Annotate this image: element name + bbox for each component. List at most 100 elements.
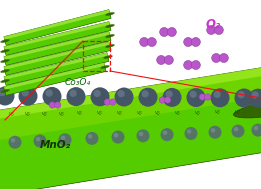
Ellipse shape <box>1 40 9 43</box>
Circle shape <box>137 129 150 142</box>
Circle shape <box>49 102 56 108</box>
Text: MnO₂: MnO₂ <box>39 140 70 150</box>
Circle shape <box>93 90 101 97</box>
Circle shape <box>211 88 229 107</box>
Polygon shape <box>4 10 111 45</box>
Polygon shape <box>0 67 261 189</box>
Circle shape <box>248 89 261 108</box>
Text: $V_O^\bullet$: $V_O^\bullet$ <box>58 111 66 119</box>
Circle shape <box>117 90 125 97</box>
Ellipse shape <box>104 56 112 59</box>
Polygon shape <box>4 63 105 90</box>
Circle shape <box>139 132 143 136</box>
Circle shape <box>91 87 110 106</box>
Text: $V_O^\bullet$: $V_O^\bullet$ <box>76 110 84 118</box>
Polygon shape <box>5 26 111 55</box>
Ellipse shape <box>1 60 9 63</box>
Circle shape <box>159 97 165 103</box>
Circle shape <box>254 126 258 130</box>
Text: $V_O^\bullet$: $V_O^\bullet$ <box>154 110 162 118</box>
Circle shape <box>211 128 215 132</box>
Circle shape <box>67 87 86 106</box>
Circle shape <box>167 28 176 36</box>
Polygon shape <box>5 36 111 65</box>
Circle shape <box>164 56 173 64</box>
Circle shape <box>184 60 193 70</box>
Circle shape <box>114 133 118 137</box>
Circle shape <box>187 129 191 134</box>
Circle shape <box>110 99 116 105</box>
Text: $V_O^\bullet$: $V_O^\bullet$ <box>194 109 202 118</box>
Circle shape <box>232 125 245 138</box>
Circle shape <box>207 26 216 35</box>
Text: $V_O^\bullet$: $V_O^\bullet$ <box>174 110 182 118</box>
Polygon shape <box>5 14 111 45</box>
Text: $V_O^\bullet$: $V_O^\bullet$ <box>41 111 49 119</box>
Polygon shape <box>0 67 261 122</box>
Circle shape <box>111 131 124 144</box>
Circle shape <box>22 89 29 97</box>
Circle shape <box>11 138 15 143</box>
Polygon shape <box>4 42 110 70</box>
Circle shape <box>58 133 72 146</box>
Ellipse shape <box>1 50 9 53</box>
Polygon shape <box>5 46 111 75</box>
Circle shape <box>157 56 166 64</box>
Circle shape <box>115 88 133 106</box>
Polygon shape <box>4 53 108 80</box>
Circle shape <box>189 91 197 98</box>
Circle shape <box>88 134 92 139</box>
Circle shape <box>163 88 181 107</box>
Polygon shape <box>4 10 110 40</box>
Circle shape <box>238 91 245 98</box>
Circle shape <box>185 127 198 140</box>
Polygon shape <box>4 63 106 95</box>
Text: O₂: O₂ <box>206 18 221 31</box>
Circle shape <box>86 132 98 145</box>
Ellipse shape <box>101 65 109 69</box>
Circle shape <box>187 88 205 107</box>
Circle shape <box>140 37 149 46</box>
Circle shape <box>191 37 200 46</box>
Circle shape <box>9 136 21 149</box>
Text: $V_O^\bullet$: $V_O^\bullet$ <box>234 109 242 117</box>
Polygon shape <box>5 57 109 85</box>
Text: $V_O^\bullet$: $V_O^\bullet$ <box>96 110 104 118</box>
Ellipse shape <box>234 98 261 118</box>
Ellipse shape <box>1 89 9 93</box>
Circle shape <box>139 88 157 107</box>
Circle shape <box>214 26 223 35</box>
Circle shape <box>160 28 169 36</box>
Polygon shape <box>4 42 111 75</box>
Text: $V_O^\bullet$: $V_O^\bullet$ <box>116 110 124 118</box>
Circle shape <box>234 127 238 131</box>
Polygon shape <box>4 22 111 55</box>
Circle shape <box>209 126 222 139</box>
Text: $V_O^\bullet$: $V_O^\bullet$ <box>8 111 16 119</box>
Ellipse shape <box>1 80 9 82</box>
Circle shape <box>141 90 149 98</box>
Ellipse shape <box>106 44 114 47</box>
Circle shape <box>33 135 46 147</box>
Circle shape <box>252 91 259 98</box>
Circle shape <box>184 37 193 46</box>
Circle shape <box>161 128 174 141</box>
Circle shape <box>45 89 53 97</box>
Circle shape <box>147 37 156 46</box>
Circle shape <box>0 87 15 105</box>
Polygon shape <box>4 32 110 60</box>
Circle shape <box>205 94 211 100</box>
Circle shape <box>219 53 228 63</box>
Circle shape <box>43 87 62 106</box>
Ellipse shape <box>106 34 114 37</box>
Circle shape <box>55 102 61 108</box>
Ellipse shape <box>106 12 114 15</box>
Circle shape <box>234 88 253 108</box>
Text: Co₃O₄: Co₃O₄ <box>65 78 91 87</box>
Circle shape <box>164 97 171 103</box>
Ellipse shape <box>1 70 9 73</box>
Polygon shape <box>5 67 106 95</box>
Circle shape <box>61 136 65 140</box>
Ellipse shape <box>106 25 114 28</box>
Circle shape <box>36 137 40 141</box>
